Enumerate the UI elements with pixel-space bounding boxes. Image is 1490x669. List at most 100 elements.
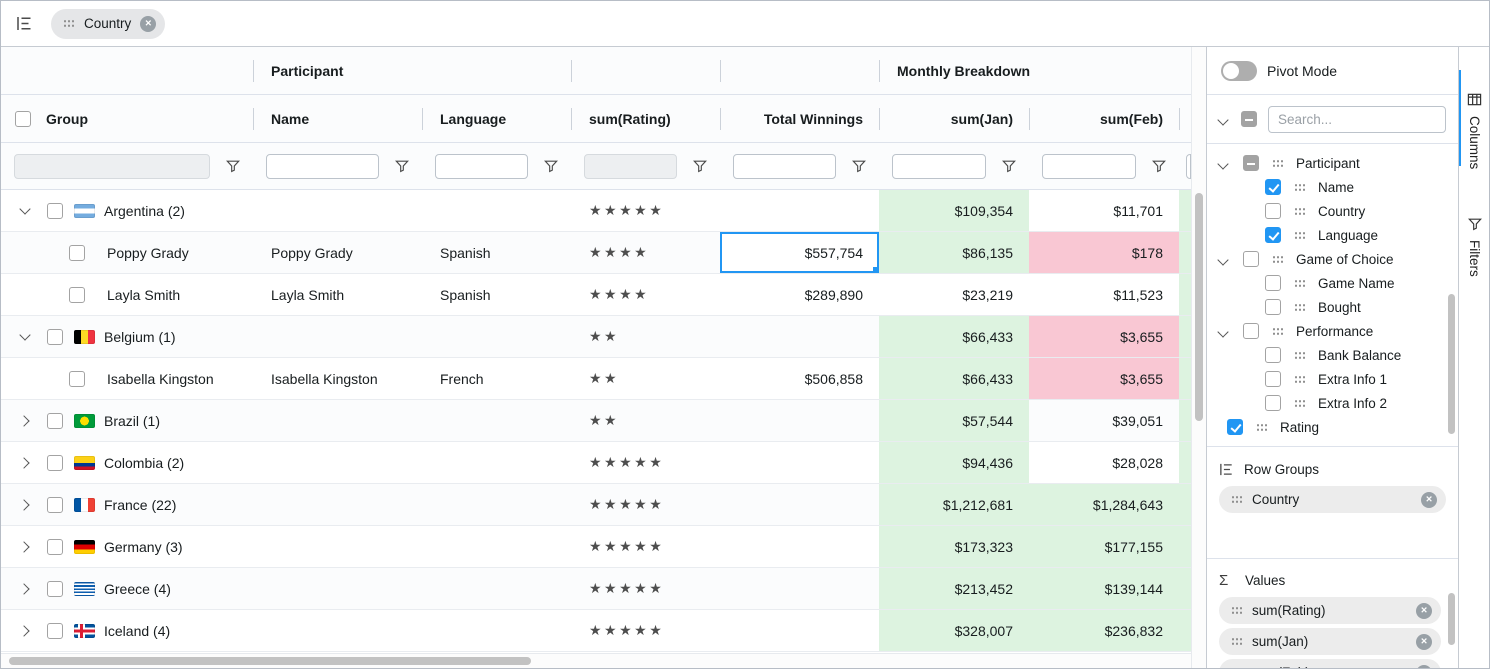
filter-funnel-icon[interactable] (226, 159, 240, 173)
name-cell[interactable]: Isabella Kingston (271, 370, 378, 387)
filter-funnel-icon[interactable] (852, 159, 866, 173)
winnings-cell[interactable] (720, 526, 879, 567)
value-chip-sum-rating[interactable]: sum(Rating) (1219, 597, 1441, 624)
remove-chip-icon[interactable] (1416, 602, 1432, 619)
name-cell[interactable] (253, 610, 422, 651)
row-checkbox[interactable] (47, 496, 63, 513)
feb-cell[interactable]: $11,701 (1113, 202, 1163, 219)
row-expand-chevron[interactable] (11, 624, 39, 637)
filter-funnel-icon[interactable] (1002, 159, 1016, 173)
winnings-cell[interactable]: $289,890 (804, 286, 863, 303)
language-filter-input[interactable] (435, 153, 528, 179)
rating-cell[interactable]: ★★ (589, 412, 620, 428)
header-group[interactable]: Group (1, 95, 253, 142)
jan-cell[interactable]: $57,544 (879, 400, 1029, 441)
tree-item-game-name[interactable]: Game Name (1207, 271, 1458, 295)
tab-filters[interactable]: Filters (1459, 217, 1489, 277)
name-cell[interactable] (253, 526, 422, 567)
remove-group-icon[interactable] (140, 15, 157, 32)
row-checkbox[interactable] (69, 370, 85, 387)
jan-cell[interactable]: $86,135 (879, 232, 1029, 273)
feb-filter-input[interactable] (1042, 153, 1136, 179)
horizontal-scrollbar-thumb[interactable] (9, 657, 531, 665)
select-all-checkbox[interactable] (15, 110, 31, 127)
name-cell[interactable] (253, 568, 422, 609)
name-cell[interactable] (253, 190, 422, 231)
chevron-down-icon[interactable] (1217, 251, 1243, 267)
row-checkbox[interactable] (47, 622, 63, 639)
language-cell[interactable] (422, 484, 571, 525)
horizontal-scrollbar[interactable] (1, 653, 1191, 668)
tree-item-bank-balance[interactable]: Bank Balance (1207, 343, 1458, 367)
feb-cell[interactable]: $177,155 (1029, 526, 1179, 567)
column-checkbox[interactable] (1227, 419, 1243, 435)
value-chip-sum-feb[interactable]: sum(Feb) (1219, 659, 1441, 668)
jan-cell[interactable]: $1,212,681 (879, 484, 1029, 525)
feb-cell[interactable]: $236,832 (1029, 610, 1179, 651)
winnings-cell-selected[interactable]: $557,754 (720, 232, 879, 273)
name-cell[interactable]: Layla Smith (271, 286, 345, 303)
winnings-cell[interactable] (720, 568, 879, 609)
tree-scrollbar-thumb[interactable] (1448, 294, 1455, 434)
row-expand-chevron[interactable] (11, 540, 39, 553)
rating-cell[interactable]: ★★★★★ (589, 496, 665, 512)
row-expand-chevron[interactable] (11, 498, 39, 511)
vertical-scrollbar-thumb[interactable] (1195, 193, 1203, 421)
feb-cell[interactable]: $3,655 (1029, 316, 1179, 357)
row-expand-chevron[interactable] (11, 329, 39, 341)
tree-item-game-of-choice[interactable]: Game of Choice (1207, 247, 1458, 271)
name-cell[interactable] (253, 484, 422, 525)
feb-cell[interactable]: $11,523 (1113, 286, 1163, 303)
column-checkbox[interactable] (1265, 227, 1281, 243)
language-cell[interactable] (422, 610, 571, 651)
remove-chip-icon[interactable] (1416, 633, 1432, 650)
expand-all-chevron[interactable] (1217, 111, 1241, 127)
rating-cell[interactable]: ★★★★★ (589, 202, 665, 218)
row-checkbox[interactable] (47, 328, 63, 345)
rating-cell[interactable]: ★★★★★ (589, 454, 665, 470)
language-cell[interactable] (422, 442, 571, 483)
header-sum-feb[interactable]: sum(Feb) (1029, 95, 1179, 142)
row-checkbox[interactable] (47, 580, 63, 597)
language-cell[interactable]: French (440, 370, 484, 387)
feb-cell[interactable]: $39,051 (1112, 412, 1163, 429)
row-group-chip[interactable]: Country (51, 8, 166, 39)
language-cell[interactable] (422, 400, 571, 441)
column-checkbox[interactable] (1243, 155, 1259, 171)
column-checkbox[interactable] (1265, 347, 1281, 363)
rating-cell[interactable]: ★★★★★ (589, 580, 665, 596)
header-language[interactable]: Language (422, 95, 571, 142)
jan-cell[interactable]: $66,433 (879, 358, 1029, 399)
column-search-input[interactable] (1268, 105, 1446, 133)
row-checkbox[interactable] (47, 538, 63, 555)
column-checkbox[interactable] (1265, 299, 1281, 315)
row-expand-chevron[interactable] (11, 203, 39, 215)
header-total-winnings[interactable]: Total Winnings (720, 95, 879, 142)
row-checkbox[interactable] (47, 454, 63, 471)
column-checkbox[interactable] (1265, 203, 1281, 219)
filter-funnel-icon[interactable] (544, 159, 558, 173)
language-cell[interactable] (422, 190, 571, 231)
tree-item-bought[interactable]: Bought (1207, 295, 1458, 319)
winnings-filter-input[interactable] (733, 153, 836, 179)
feb-cell[interactable]: $3,655 (1029, 358, 1179, 399)
tree-item-name[interactable]: Name (1207, 175, 1458, 199)
winnings-cell[interactable] (720, 400, 879, 441)
jan-filter-input[interactable] (892, 153, 986, 179)
jan-cell[interactable]: $66,433 (879, 316, 1029, 357)
winnings-cell[interactable] (720, 190, 879, 231)
tab-columns[interactable]: Columns (1459, 92, 1489, 169)
jan-cell[interactable]: $23,219 (962, 286, 1013, 303)
tree-item-rating[interactable]: Rating (1207, 415, 1458, 439)
chevron-down-icon[interactable] (1217, 155, 1243, 171)
rating-cell[interactable]: ★★★★★ (589, 538, 665, 554)
header-sum-rating[interactable]: sum(Rating) (571, 95, 720, 142)
chevron-down-icon[interactable] (1217, 323, 1243, 339)
rating-cell[interactable]: ★★★★ (589, 286, 650, 302)
tree-item-participant[interactable]: Participant (1207, 151, 1458, 175)
remove-chip-icon[interactable] (1421, 491, 1437, 508)
name-cell[interactable]: Poppy Grady (271, 244, 353, 261)
pivot-mode-toggle[interactable] (1221, 60, 1257, 81)
feb-cell[interactable]: $178 (1029, 232, 1179, 273)
column-checkbox[interactable] (1265, 395, 1281, 411)
